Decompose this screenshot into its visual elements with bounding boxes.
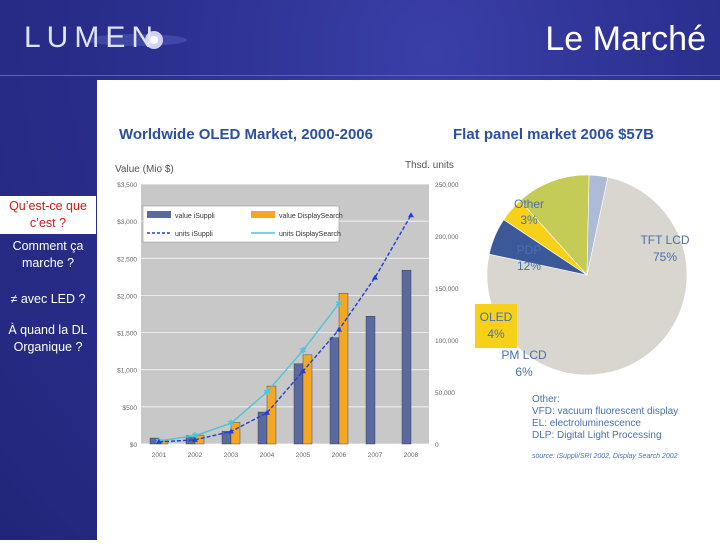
marker-units-isuppli [300, 368, 306, 374]
y-tick-label: $1,000 [117, 368, 137, 375]
marker-units-displaysearch: ✱ [191, 431, 199, 441]
footnote-line-4: DLP: Digital Light Processing [532, 430, 662, 441]
logo-text: LUMEN [24, 21, 159, 54]
y2-axis-title: Thsd. units [405, 160, 454, 171]
slide-title: Le Marché [545, 20, 706, 58]
bar-value-isuppli-2006 [329, 337, 340, 445]
pie-value-pdp: 12% [517, 259, 541, 273]
footnote-line-3: EL: electroluminescence [532, 418, 641, 429]
sidebar-item-when[interactable]: À quand la DL Organique ? [8, 323, 88, 354]
line-units-isuppli [158, 214, 412, 443]
y2-tick-label: 50,000 [435, 390, 455, 397]
bar-value-displaysearch-2006 [338, 292, 349, 445]
y2-tick-label: 200,000 [435, 234, 459, 241]
pie-slice-other [586, 174, 609, 276]
marker-units-displaysearch: ✱ [335, 299, 343, 309]
pie-chart-title: Flat panel market 2006 $57B [453, 126, 654, 143]
y-tick-label: $3,000 [117, 219, 137, 226]
y2-tick-label: 150,000 [435, 286, 459, 293]
x-tick-label-2002: 2002 [188, 452, 203, 459]
legend-label-value-isuppli: value iSuppli [175, 213, 215, 220]
marker-units-isuppli [156, 438, 162, 444]
legend-label-value-displaysearch: value DisplaySearch [279, 213, 343, 220]
y-tick-label: $2,000 [117, 293, 137, 300]
marker-units-displaysearch: ✱ [299, 345, 307, 355]
line-units-displaysearch [158, 303, 340, 442]
pie-label-tft: TFT LCD [640, 233, 689, 247]
y2-tick-label: 0 [435, 442, 439, 449]
y-tick-label: $0 [130, 442, 138, 449]
x-tick-label-2004: 2004 [260, 452, 275, 459]
pie-value-other: 3% [520, 213, 538, 227]
pie-label-oled: OLED [480, 310, 513, 324]
x-tick-label-2001: 2001 [152, 452, 167, 459]
bar-value-isuppli-2007 [365, 316, 376, 445]
marker-units-isuppli [228, 428, 234, 434]
sidebar-item-how[interactable]: Comment ça marche ? [12, 239, 84, 270]
y-axis-title: Value (Mio $) [115, 164, 174, 175]
marker-units-isuppli [192, 436, 198, 442]
bar-value-displaysearch-2005 [302, 354, 313, 445]
x-tick-label-2006: 2006 [332, 452, 347, 459]
marker-units-isuppli [372, 274, 378, 280]
marker-units-isuppli [336, 326, 342, 332]
title-divider [0, 75, 720, 76]
legend-label-units-isuppli: units iSuppli [175, 231, 213, 238]
pie-value-pm-lcd: 6% [515, 365, 533, 379]
marker-units-displaysearch: ✱ [263, 387, 271, 397]
x-tick-label-2005: 2005 [296, 452, 311, 459]
x-tick-label-2003: 2003 [224, 452, 239, 459]
legend-label-units-displaysearch: units DisplaySearch [279, 231, 341, 238]
pie-label-pdp: PDP [517, 243, 542, 257]
pie-value-tft: 75% [653, 250, 677, 264]
sidebar-item-vs-led[interactable]: ≠ avec LED ? [10, 292, 86, 306]
chart-panel: Worldwide OLED Market, 2000-2006 Flat pa… [97, 80, 720, 540]
marker-units-isuppli [408, 212, 414, 218]
pie-slice-pdp [519, 174, 590, 276]
y-tick-label: $2,500 [117, 256, 137, 263]
y-tick-label: $1,500 [117, 331, 137, 338]
lumen-logo: LUMEN [24, 21, 187, 54]
x-tick-label-2007: 2007 [368, 452, 383, 459]
y2-tick-label: 250,000 [435, 182, 459, 189]
pie-label-pm-lcd: PM LCD [501, 348, 547, 362]
legend: value iSuppli value DisplaySearch units … [142, 205, 343, 243]
pie-label-other: Other [514, 197, 544, 211]
marker-units-displaysearch: ✱ [227, 418, 235, 428]
oled-highlight-box [475, 304, 517, 348]
source-note: source: iSuppli/SRI 2002, Display Search… [532, 453, 678, 460]
marker-units-isuppli [264, 409, 270, 415]
footnote-line-1: Other: [532, 394, 560, 405]
x-tick-label-2008: 2008 [404, 452, 419, 459]
footnote-line-2: VFD: vacuum fluorescent display [532, 406, 678, 417]
bar-value-isuppli-2008 [401, 269, 412, 445]
legend-swatch-value-displaysearch [251, 211, 275, 218]
legend-swatch-value-isuppli [147, 211, 171, 218]
y-tick-label: $500 [123, 405, 138, 412]
y-tick-label: $3,500 [117, 182, 137, 189]
charts-svg: Worldwide OLED Market, 2000-2006 Flat pa… [115, 126, 690, 460]
y2-tick-label: 100,000 [435, 338, 459, 345]
sidebar-item-what[interactable]: Qu’est-ce que c’est ? [0, 196, 96, 234]
bar-chart-title: Worldwide OLED Market, 2000-2006 [119, 126, 373, 143]
pie-value-oled: 4% [487, 327, 505, 341]
